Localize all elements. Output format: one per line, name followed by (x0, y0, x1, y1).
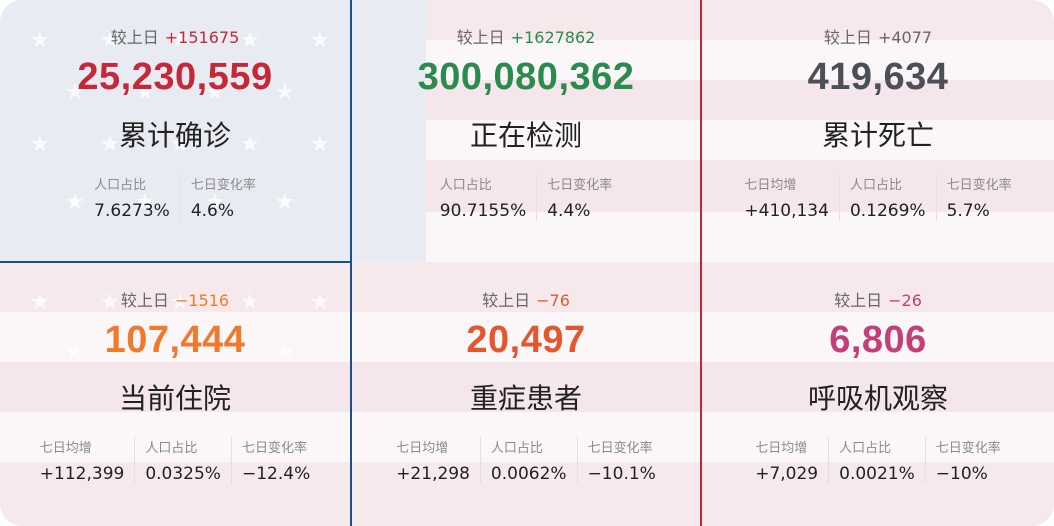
stat-item: 七日均增 +112,399 (30, 437, 135, 484)
stat-value: +7,029 (755, 464, 819, 484)
stat-item: 七日变化率 −10.1% (576, 437, 666, 484)
stat-label: 七日变化率 (935, 441, 1001, 456)
stat-value: 5.7% (946, 201, 990, 221)
stat-value: 4.6% (190, 201, 235, 221)
stat-value: −12.4% (241, 464, 311, 484)
stat-label: 七日变化率 (587, 441, 653, 456)
stat-label: 七日变化率 (190, 178, 256, 193)
stat-value: 0.0021% (839, 464, 915, 484)
main-value: 20,497 (466, 319, 586, 361)
stat-item: 七日均增 +410,134 (734, 174, 839, 221)
stat-value: +21,298 (396, 464, 470, 484)
stat-value: 4.4% (547, 201, 591, 221)
stat-item: 七日变化率 5.7% (935, 174, 1022, 221)
main-value: 107,444 (104, 319, 246, 361)
delta-label: 较上日 (834, 291, 883, 310)
main-value: 419,634 (807, 56, 949, 98)
stat-value: 0.0325% (145, 464, 221, 484)
main-value: 25,230,559 (77, 56, 273, 98)
stat-label: 七日均增 (744, 178, 797, 193)
stat-label: 七日均增 (39, 441, 92, 456)
card-title: 重症患者 (469, 382, 582, 415)
card-testing: 较上日 +1627862 300,080,362 正在检测 人口占比 90.7155… (352, 0, 702, 263)
card-title: 呼吸机观察 (807, 382, 948, 415)
stat-item: 七日均增 +7,029 (745, 437, 828, 484)
delta-value: −76 (536, 291, 570, 310)
card-title: 累计死亡 (821, 119, 934, 152)
stat-label: 七日变化率 (946, 178, 1012, 193)
main-value: 6,806 (829, 319, 927, 361)
stat-item: 人口占比 0.1269% (838, 174, 936, 221)
delta-label: 较上日 (823, 28, 872, 47)
delta-value: +4077 (877, 28, 933, 47)
stat-item: 七日变化率 4.4% (536, 174, 622, 221)
stats-row: 七日均增 +410,134 人口占比 0.1269% 七日变化率 5.7% (702, 174, 1054, 221)
stat-item: 七日均增 +21,298 (386, 437, 480, 484)
stat-value: 7.6273% (94, 201, 170, 221)
delta-row: 较上日 +4077 (702, 24, 1054, 48)
stat-value: −10% (935, 464, 988, 484)
delta-value: +151675 (164, 28, 240, 47)
stats-row: 七日均增 +7,029 人口占比 0.0021% 七日变化率 −10% (702, 437, 1054, 484)
delta-label: 较上日 (110, 28, 159, 47)
stats-row: 七日均增 +112,399 人口占比 0.0325% 七日变化率 −12.4% (0, 437, 350, 484)
delta-label: 较上日 (482, 291, 531, 310)
stat-value: 0.0062% (490, 464, 567, 484)
stat-item: 人口占比 90.7155% (430, 174, 536, 221)
stat-item: 七日变化率 −10% (924, 437, 1011, 484)
stats-row: 人口占比 7.6273% 七日变化率 4.6% (0, 174, 350, 221)
stat-label: 七日变化率 (241, 441, 307, 456)
card-icu: 较上日 −76 20,497 重症患者 七日均增 +21,298 人口占比 0.0062… (352, 263, 702, 526)
stat-item: 七日变化率 4.6% (179, 174, 266, 221)
stat-item: 人口占比 7.6273% (84, 174, 180, 221)
card-ventilator: 较上日 −26 6,806 呼吸机观察 七日均增 +7,029 人口占比 0.0021%… (702, 263, 1054, 526)
card-title: 累计确诊 (118, 119, 231, 152)
stats-row: 七日均增 +21,298 人口占比 0.0062% 七日变化率 −10.1% (352, 437, 700, 484)
card-cumulative-confirmed: 较上日 +151675 25,230,559 累计确诊 人口占比 7.6273% 七日… (0, 0, 352, 263)
delta-value: −1516 (174, 291, 230, 310)
delta-row: 较上日 +151675 (0, 24, 350, 48)
stat-item: 七日变化率 −12.4% (230, 437, 320, 484)
stat-label: 人口占比 (839, 441, 892, 456)
stat-label: 七日均增 (755, 441, 808, 456)
stat-label: 人口占比 (490, 441, 543, 456)
delta-row: 较上日 +1627862 (352, 24, 700, 48)
delta-row: 较上日 −1516 (0, 287, 350, 311)
stat-label: 七日变化率 (547, 178, 613, 193)
stat-item: 人口占比 0.0062% (479, 437, 577, 484)
delta-value: −26 (888, 291, 922, 310)
delta-row: 较上日 −26 (702, 287, 1054, 311)
main-value: 300,080,362 (417, 56, 635, 98)
card-cumulative-deaths: 较上日 +4077 419,634 累计死亡 七日均增 +410,134 人口占比 0.… (702, 0, 1054, 263)
delta-row: 较上日 −76 (352, 287, 700, 311)
stat-label: 人口占比 (145, 441, 198, 456)
stat-label: 人口占比 (94, 178, 147, 193)
card-hospitalized: 较上日 −1516 107,444 当前住院 七日均增 +112,399 人口占比 0.… (0, 263, 352, 526)
delta-label: 较上日 (456, 28, 505, 47)
stat-item: 人口占比 0.0021% (828, 437, 925, 484)
card-title: 当前住院 (118, 382, 231, 415)
stat-value: +410,134 (744, 201, 829, 221)
stat-item: 人口占比 0.0325% (134, 437, 231, 484)
stat-label: 七日均增 (396, 441, 449, 456)
stat-value: −10.1% (587, 464, 656, 484)
stat-value: +112,399 (39, 464, 125, 484)
card-title: 正在检测 (469, 119, 582, 152)
stat-value: 90.7155% (439, 201, 527, 221)
stat-value: 0.1269% (849, 201, 926, 221)
delta-label: 较上日 (120, 291, 169, 310)
stats-row: 人口占比 90.7155% 七日变化率 4.4% (352, 174, 700, 221)
stat-label: 人口占比 (849, 178, 902, 193)
stat-label: 人口占比 (439, 178, 492, 193)
delta-value: +1627862 (510, 28, 596, 47)
